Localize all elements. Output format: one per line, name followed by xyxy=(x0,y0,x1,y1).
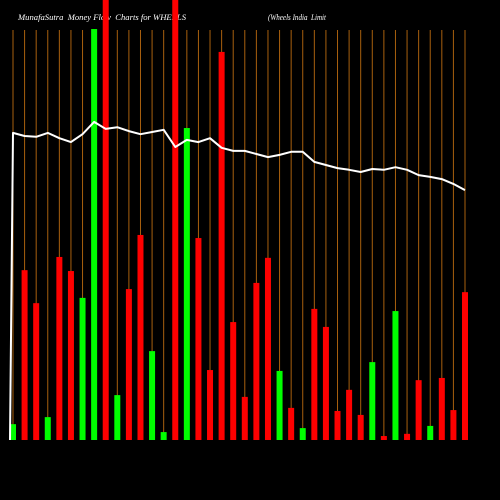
bar-12 xyxy=(137,234,144,440)
bar-11 xyxy=(125,289,132,440)
bar-14 xyxy=(160,432,167,440)
bar-40 xyxy=(462,292,468,440)
bar-33 xyxy=(380,436,387,440)
bar-28 xyxy=(322,326,329,440)
bar-29 xyxy=(334,410,341,440)
bar-23 xyxy=(264,257,271,440)
bar-16 xyxy=(183,128,190,441)
bar-21 xyxy=(241,396,248,440)
money-flow-bars xyxy=(10,0,468,441)
chart-subtitle: (Wheels India Limit xyxy=(268,12,327,22)
bar-6 xyxy=(67,271,74,440)
bar-7 xyxy=(79,297,86,440)
bar-10 xyxy=(114,395,121,440)
bar-36 xyxy=(415,380,422,440)
bar-26 xyxy=(299,428,306,440)
bar-5 xyxy=(56,256,63,440)
bar-24 xyxy=(276,370,283,440)
chart-title: MunafaSutra Money Flow Charts for WHEELS xyxy=(17,12,187,22)
bar-9 xyxy=(102,0,109,440)
bar-18 xyxy=(207,370,214,440)
bar-27 xyxy=(311,308,318,440)
bar-8 xyxy=(91,29,98,440)
bar-1 xyxy=(10,424,16,440)
bar-17 xyxy=(195,238,202,440)
bar-15 xyxy=(172,0,179,440)
bar-35 xyxy=(404,433,411,440)
bar-22 xyxy=(253,282,260,440)
price-line-group xyxy=(9,120,466,441)
bar-38 xyxy=(438,377,445,440)
bar-4 xyxy=(44,417,51,440)
price-line xyxy=(9,120,466,441)
bar-31 xyxy=(357,414,364,440)
bar-32 xyxy=(369,362,376,440)
bar-39 xyxy=(450,410,457,440)
bar-3 xyxy=(33,303,40,440)
bar-25 xyxy=(288,407,295,440)
bar-34 xyxy=(392,311,399,440)
bar-2 xyxy=(21,270,28,440)
bar-13 xyxy=(149,351,156,440)
bar-20 xyxy=(230,322,237,440)
bar-19 xyxy=(218,51,225,441)
bar-37 xyxy=(427,425,434,440)
bar-30 xyxy=(346,389,353,440)
